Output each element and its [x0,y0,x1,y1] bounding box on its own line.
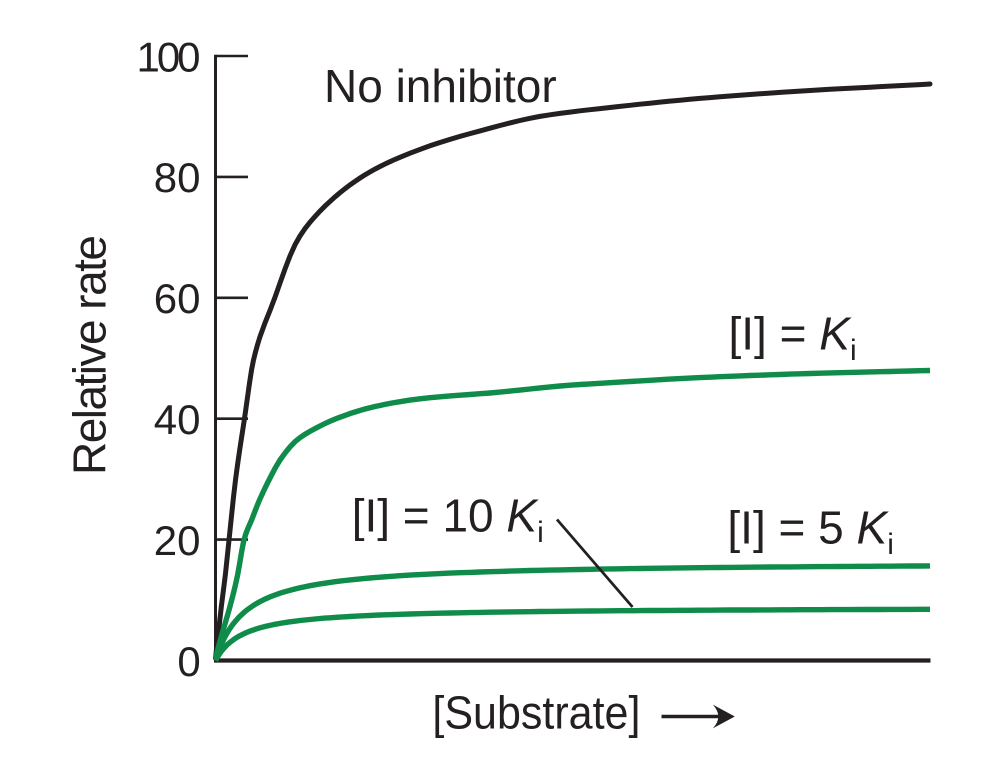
svg-text:[Substrate]: [Substrate] [432,687,640,739]
svg-text:100: 100 [137,33,201,80]
svg-text:[I] = 5 Ki: [I] = 5 Ki [727,502,894,562]
svg-text:0: 0 [177,638,200,685]
svg-text:20: 20 [154,517,201,564]
svg-text:[I] = Ki: [I] = Ki [729,308,857,368]
svg-text:[I] = 10 Ki: [I] = 10 Ki [352,490,544,550]
svg-text:No inhibitor: No inhibitor [324,60,557,112]
svg-text:60: 60 [154,275,201,322]
svg-text:80: 80 [154,154,201,201]
svg-text:40: 40 [154,396,201,443]
svg-text:Relative rate: Relative rate [64,235,116,475]
